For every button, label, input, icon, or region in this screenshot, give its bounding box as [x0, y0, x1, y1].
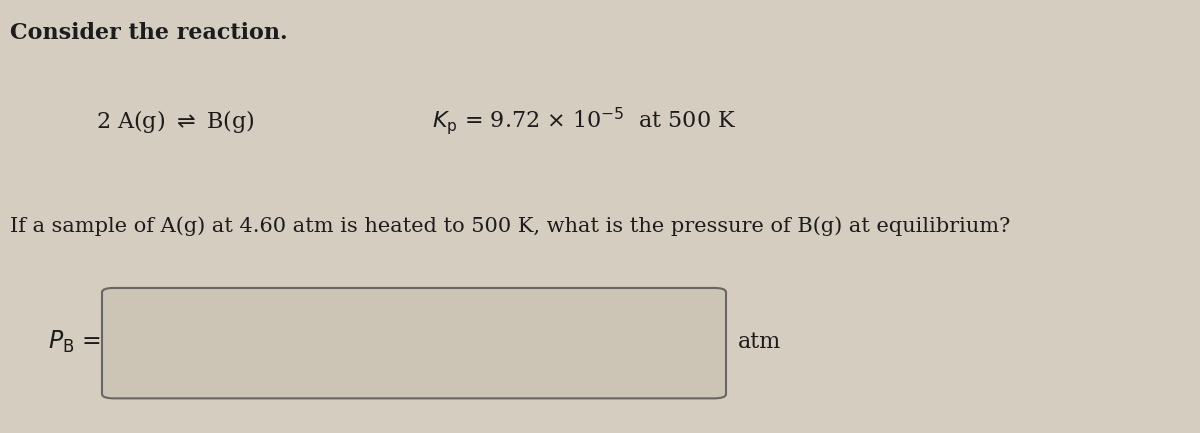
Text: atm: atm — [738, 331, 781, 353]
Text: If a sample of A(g) at 4.60 atm is heated to 500 K, what is the pressure of B(g): If a sample of A(g) at 4.60 atm is heate… — [10, 216, 1010, 236]
Text: $P_{\rm B}$ =: $P_{\rm B}$ = — [48, 329, 101, 355]
Text: Consider the reaction.: Consider the reaction. — [10, 22, 287, 44]
Text: $K_{\rm p}$ = 9.72 $\times$ 10$^{-5}$  at 500 K: $K_{\rm p}$ = 9.72 $\times$ 10$^{-5}$ at… — [432, 105, 737, 137]
FancyBboxPatch shape — [102, 288, 726, 398]
Text: 2 A(g) $\rightleftharpoons$ B(g): 2 A(g) $\rightleftharpoons$ B(g) — [96, 108, 254, 135]
